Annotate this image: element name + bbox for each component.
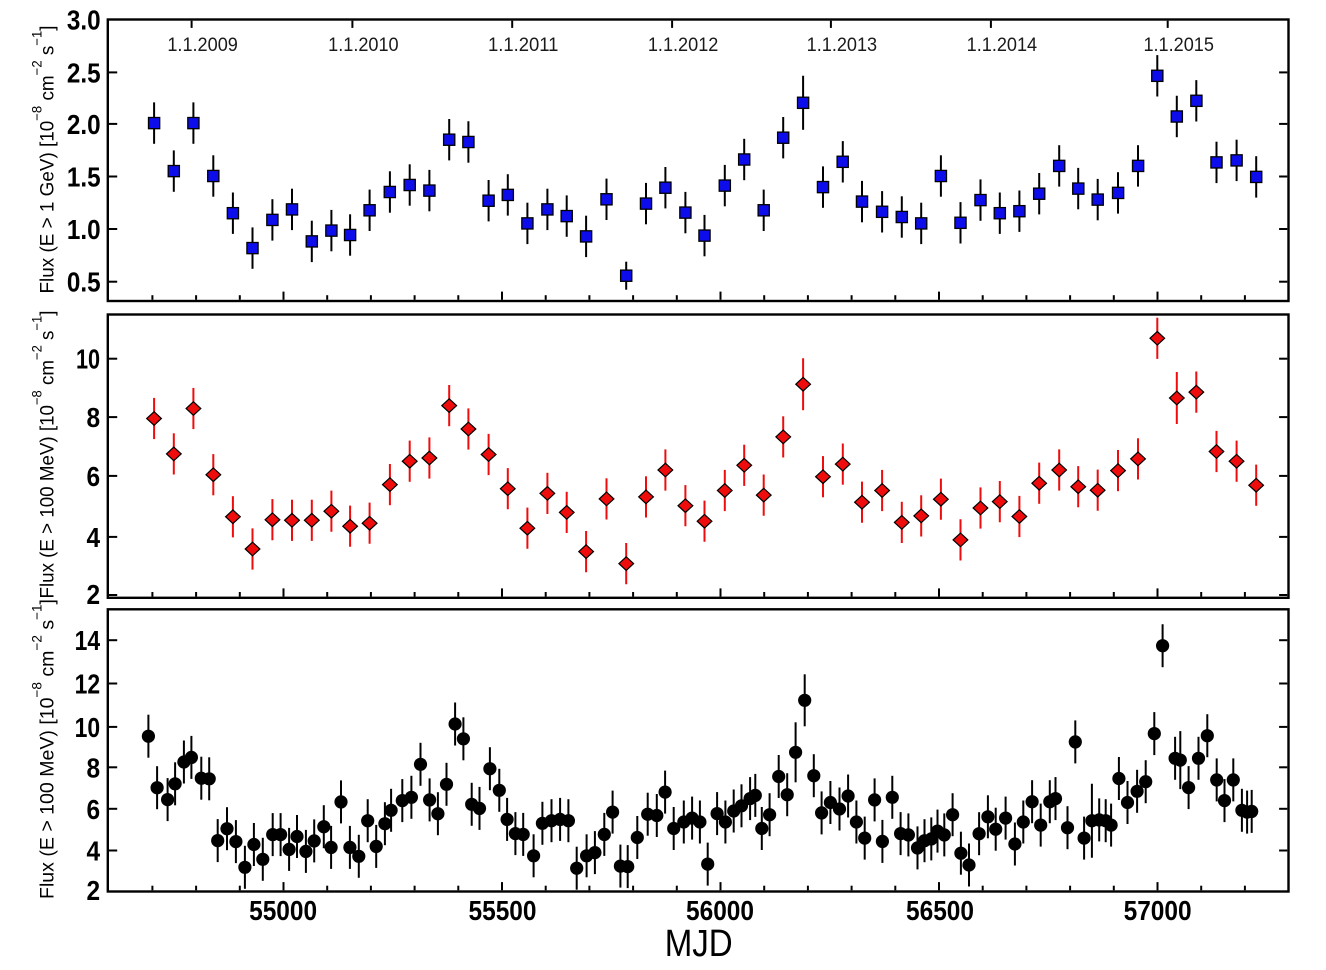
svg-text:12: 12 xyxy=(75,669,101,700)
svg-text:1.1.2013: 1.1.2013 xyxy=(807,34,878,56)
svg-text:1.1.2010: 1.1.2010 xyxy=(328,34,399,56)
svg-text:56000: 56000 xyxy=(686,895,754,926)
svg-text:2.5: 2.5 xyxy=(67,57,101,88)
svg-text:2: 2 xyxy=(87,875,101,906)
svg-text:1.1.2014: 1.1.2014 xyxy=(967,34,1038,56)
svg-text:1.0: 1.0 xyxy=(67,214,101,245)
svg-text:MJD: MJD xyxy=(665,923,733,965)
svg-text:0.5: 0.5 xyxy=(67,267,101,298)
svg-text:1.5: 1.5 xyxy=(67,162,101,193)
svg-text:56500: 56500 xyxy=(906,895,974,926)
svg-text:1.1.2012: 1.1.2012 xyxy=(648,34,719,56)
svg-text:57000: 57000 xyxy=(1124,895,1192,926)
svg-text:55000: 55000 xyxy=(249,895,317,926)
svg-text:14: 14 xyxy=(75,625,101,656)
svg-text:10: 10 xyxy=(75,712,101,743)
svg-text:6: 6 xyxy=(87,461,101,492)
svg-text:2.0: 2.0 xyxy=(67,109,101,140)
svg-text:2: 2 xyxy=(87,579,101,610)
svg-text:8: 8 xyxy=(87,402,101,433)
svg-text:6: 6 xyxy=(87,794,101,825)
svg-text:10: 10 xyxy=(76,344,100,375)
svg-text:1.1.2015: 1.1.2015 xyxy=(1143,34,1214,56)
svg-text:1.1.2009: 1.1.2009 xyxy=(167,34,238,56)
svg-text:4: 4 xyxy=(87,522,101,553)
svg-text:8: 8 xyxy=(87,752,101,783)
svg-text:3.0: 3.0 xyxy=(67,5,101,36)
svg-text:55500: 55500 xyxy=(469,895,537,926)
svg-text:4: 4 xyxy=(87,836,101,867)
svg-text:1.1.2011: 1.1.2011 xyxy=(488,34,559,56)
